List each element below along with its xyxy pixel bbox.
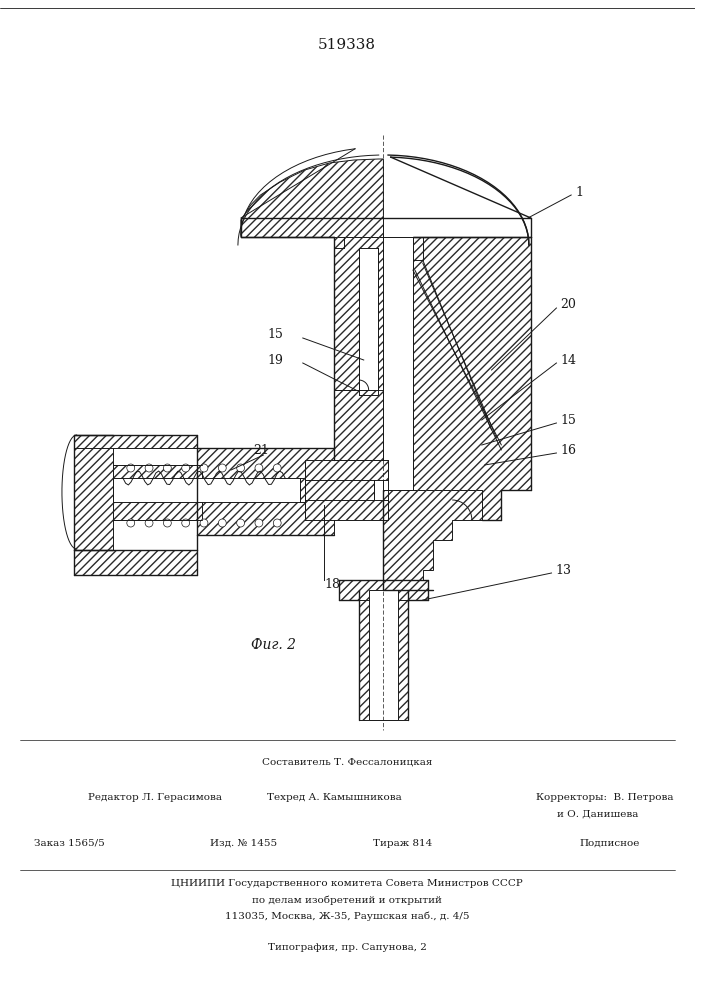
Polygon shape	[383, 237, 413, 490]
Polygon shape	[74, 435, 113, 550]
Circle shape	[200, 519, 208, 527]
Text: Редактор Л. Герасимова: Редактор Л. Герасимова	[88, 792, 223, 802]
Text: 16: 16	[561, 444, 576, 456]
Circle shape	[145, 519, 153, 527]
Polygon shape	[300, 478, 334, 502]
Polygon shape	[413, 237, 531, 520]
Circle shape	[274, 519, 281, 527]
Text: 15: 15	[561, 414, 576, 426]
Circle shape	[237, 464, 245, 472]
Text: 113035, Москва, Ж-35, Раушская наб., д. 4/5: 113035, Москва, Ж-35, Раушская наб., д. …	[225, 911, 469, 921]
Text: 15: 15	[267, 328, 283, 342]
Polygon shape	[74, 550, 197, 575]
Text: 13: 13	[556, 564, 571, 576]
Polygon shape	[334, 237, 383, 460]
Text: и О. Данишева: и О. Данишева	[557, 810, 639, 818]
Text: Заказ 1565/5: Заказ 1565/5	[35, 838, 105, 848]
Circle shape	[200, 464, 208, 472]
Circle shape	[182, 464, 189, 472]
Circle shape	[182, 519, 189, 527]
Text: Корректоры:  В. Петрова: Корректоры: В. Петрова	[536, 792, 673, 802]
Text: 19: 19	[267, 354, 283, 366]
Text: 21: 21	[254, 444, 269, 456]
Circle shape	[163, 464, 171, 472]
Polygon shape	[359, 590, 408, 720]
Text: Подписное: Подписное	[579, 838, 640, 848]
Circle shape	[274, 464, 281, 472]
Text: 20: 20	[561, 298, 576, 312]
Text: Типография, пр. Сапунова, 2: Типография, пр. Сапунова, 2	[267, 944, 426, 952]
Polygon shape	[74, 435, 197, 448]
Circle shape	[255, 464, 263, 472]
Circle shape	[127, 464, 135, 472]
Polygon shape	[113, 465, 201, 520]
Text: 1: 1	[575, 186, 583, 198]
Circle shape	[127, 519, 135, 527]
Circle shape	[237, 519, 245, 527]
Circle shape	[145, 464, 153, 472]
Polygon shape	[241, 159, 383, 237]
Polygon shape	[201, 483, 354, 497]
Text: Техред А. Камышникова: Техред А. Камышникова	[267, 792, 402, 802]
Polygon shape	[383, 490, 481, 590]
Polygon shape	[305, 460, 388, 520]
Polygon shape	[113, 478, 300, 502]
Text: 14: 14	[561, 354, 576, 366]
Text: по делам изобретений и открытий: по делам изобретений и открытий	[252, 895, 442, 905]
Text: Тираж 814: Тираж 814	[373, 838, 433, 848]
Text: 519338: 519338	[318, 38, 376, 52]
Polygon shape	[334, 390, 383, 460]
Polygon shape	[241, 218, 383, 248]
Polygon shape	[359, 248, 378, 390]
Polygon shape	[368, 590, 398, 720]
Polygon shape	[383, 218, 531, 260]
Circle shape	[255, 519, 263, 527]
Circle shape	[218, 464, 226, 472]
Text: ЦНИИПИ Государственного комитета Совета Министров СССР: ЦНИИПИ Государственного комитета Совета …	[171, 879, 523, 888]
Polygon shape	[197, 448, 334, 535]
Circle shape	[218, 519, 226, 527]
Text: Фиг. 2: Фиг. 2	[251, 638, 296, 652]
Text: Изд. № 1455: Изд. № 1455	[210, 838, 277, 848]
Text: 18: 18	[325, 578, 341, 591]
Text: Составитель Т. Фессалоницкая: Составитель Т. Фессалоницкая	[262, 758, 432, 766]
Circle shape	[163, 519, 171, 527]
Polygon shape	[339, 580, 428, 600]
